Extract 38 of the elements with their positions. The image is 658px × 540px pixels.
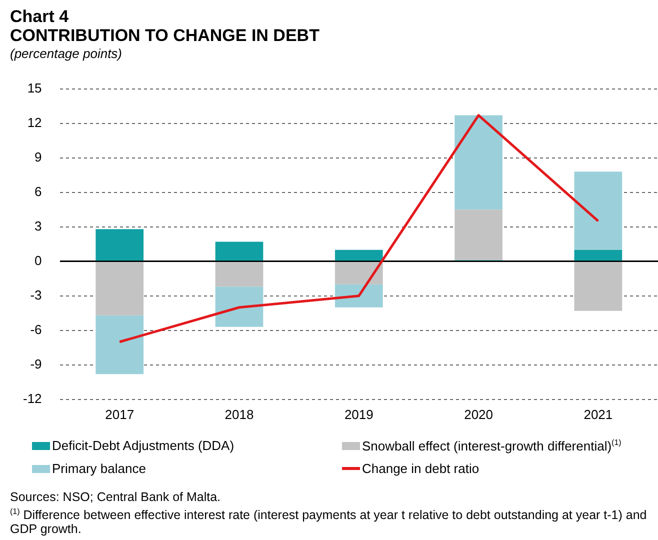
bar	[96, 229, 144, 261]
x-tick-label: 2019	[344, 406, 374, 422]
bar	[334, 262, 383, 284]
chart-subtitle: CONTRIBUTION TO CHANGE IN DEBT	[10, 26, 320, 45]
y-tick-label: 3	[34, 218, 42, 234]
bar	[574, 262, 622, 311]
y-tick-label: 6	[34, 184, 42, 199]
bar	[454, 210, 502, 260]
bar	[454, 115, 502, 210]
y-tick-label: -3	[30, 287, 42, 302]
bar	[574, 172, 622, 250]
x-tick-label: 2021	[584, 406, 613, 422]
x-tick-label: 2017	[105, 406, 134, 422]
y-tick-label: 15	[27, 80, 42, 96]
y-tick-label: 9	[34, 149, 42, 164]
y-tick-label: 12	[27, 114, 42, 130]
bar	[215, 286, 264, 327]
y-tick-label: -6	[30, 322, 42, 337]
bar	[334, 284, 383, 308]
legend-label: Change in debt ratio	[362, 461, 480, 476]
y-tick-label: 0	[34, 252, 42, 268]
legend-label: Deficit-Debt Adjustments (DDA)	[52, 438, 234, 454]
x-tick-label: 2018	[224, 406, 254, 422]
y-axis-title: (percentage points)	[10, 46, 124, 62]
bar	[96, 262, 144, 316]
source-note: Sources: NSO; Central Bank of Malta.	[10, 490, 222, 504]
bar	[96, 315, 144, 374]
chart-title: Chart 4	[10, 7, 70, 26]
bar	[215, 262, 264, 287]
y-tick-label: -9	[30, 356, 42, 372]
bar	[215, 242, 264, 261]
bar	[334, 250, 383, 261]
text: $^{(1)}$ Difference between effective interest rate (interest payments at year t relative to debt outstanding at year t-1) and GDP growth.	[10, 506, 648, 537]
legend-label: Primary balance	[52, 461, 146, 476]
legend-label: Snowball effect (interest-growth differential)$^{(1)}$	[362, 438, 622, 454]
y-tick-label: -12	[22, 390, 42, 406]
x-tick-label: 2020	[464, 406, 493, 422]
bar	[574, 250, 622, 261]
